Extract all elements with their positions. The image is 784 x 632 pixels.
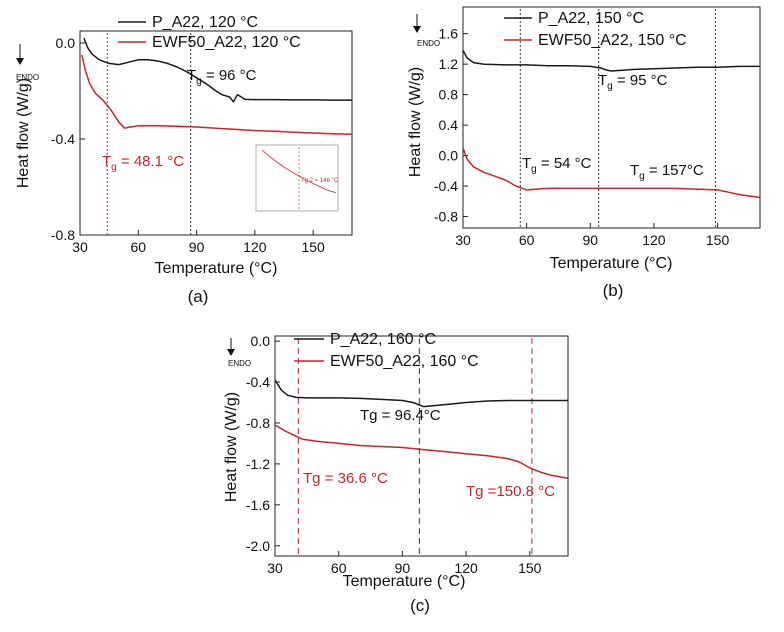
- legend-label-black: P_A22, 120 °C: [152, 14, 258, 31]
- annotation-tg-red: Tg = 48.1 °C: [102, 153, 184, 173]
- y-tick-label: 1.2: [439, 56, 459, 72]
- annotation-tg-36: Tg = 36.6 °C: [303, 470, 388, 487]
- y-tick-label: -0.4: [246, 374, 270, 390]
- y-tick-label: 0.0: [56, 35, 76, 51]
- y-tick-label: 0.8: [439, 87, 459, 103]
- annotation-tg-black: Tg = 96 °C: [187, 67, 257, 87]
- x-tick-labels: 30 60 90 120 150: [72, 239, 325, 255]
- annotation-tg-96: Tg = 96.4°C: [360, 407, 441, 424]
- x-tick-marks: [79, 230, 314, 235]
- series-lines: [274, 379, 569, 479]
- inset-curve: [261, 149, 337, 193]
- y-tick-label: -1.2: [246, 456, 270, 472]
- x-tick-label: 60: [519, 232, 535, 248]
- x-tick-label: 60: [331, 560, 347, 576]
- y-tick-label: -0.4: [51, 131, 75, 147]
- endo-arrow-head: [227, 349, 235, 356]
- y-tick-marks: [463, 33, 468, 218]
- panel-label: (b): [603, 281, 624, 300]
- y-tick-marks: [275, 340, 280, 547]
- panel-a: 30 60 90 120 150 0.0 -0.4 -0.8 Temperature (°C…: [15, 14, 353, 306]
- series-line-red: [462, 147, 761, 199]
- panel-label: (c): [410, 596, 430, 615]
- x-tick-label: 30: [455, 232, 471, 248]
- x-tick-label: 150: [706, 232, 730, 248]
- y-tick-label: 0.4: [439, 117, 459, 133]
- x-tick-label: 120: [243, 239, 267, 255]
- endo-arrow-head: [16, 58, 24, 65]
- inset-plot: Tg 2 = 146 °C: [255, 144, 339, 212]
- x-axis-title: Temperature (°C): [155, 260, 278, 277]
- x-tick-marks: [274, 551, 531, 556]
- inset-label: Tg 2 = 146 °C: [301, 178, 339, 184]
- x-tick-labels: 30 60 90 120 150: [267, 560, 541, 576]
- annotation-tg-95: Tg = 95 °C: [598, 72, 668, 92]
- panel-b: 30 60 90 120 150 1.6 1.2 0.8 0.4 0.0 -0.4 -0.8 Tem…: [407, 6, 761, 300]
- legend-label-red: EWF50_A22, 120 °C: [152, 34, 301, 51]
- y-tick-marks: [80, 42, 85, 236]
- x-tick-label: 60: [130, 239, 146, 255]
- annotation-tg-157: Tg = 157°C: [630, 162, 704, 182]
- series-lines: [462, 50, 761, 199]
- y-tick-label: -0.8: [434, 209, 458, 225]
- endo-label: ENDO: [228, 359, 251, 368]
- endo-arrow-head: [413, 26, 421, 33]
- plot-frame: [274, 335, 569, 557]
- x-tick-labels: 30 60 90 120 150: [455, 232, 729, 248]
- legend-label-black: P_A22, 160 °C: [330, 331, 436, 348]
- x-tick-label: 90: [395, 560, 411, 576]
- y-tick-label: -1.6: [246, 497, 270, 513]
- series-line-red: [274, 424, 569, 479]
- y-tick-label: -0.4: [434, 178, 458, 194]
- y-tick-label: -2.0: [246, 538, 270, 554]
- ref-lines: [106, 33, 192, 235]
- y-axis-title: Heat flow (W/g): [223, 392, 240, 502]
- ref-lines: [519, 9, 716, 228]
- panel-label: (a): [188, 287, 209, 306]
- x-tick-label: 30: [72, 239, 88, 255]
- x-tick-label: 30: [267, 560, 283, 576]
- y-axis-title: Heat flow (W/g): [407, 67, 424, 177]
- annotation-tg-54: Tg = 54 °C: [522, 155, 592, 175]
- y-tick-label: 1.6: [439, 26, 459, 42]
- y-tick-label: -0.8: [246, 415, 270, 431]
- series-lines: [81, 37, 353, 135]
- endo-label: ENDO: [16, 73, 39, 82]
- legend-label-black: P_A22, 150 °C: [538, 10, 644, 27]
- annotation-tg-150: Tg =150.8 °C: [466, 483, 555, 500]
- series-line-black: [462, 50, 760, 72]
- legend-label-red: EWF50_A22, 160 °C: [330, 353, 479, 370]
- x-axis-title: Temperature (°C): [343, 573, 466, 590]
- legend-label-red: EWF50_A22, 150 °C: [538, 32, 687, 49]
- series-line-red: [81, 54, 353, 135]
- x-tick-label: 120: [454, 560, 478, 576]
- y-tick-label: 0.0: [251, 333, 271, 349]
- panel-c: 30 60 90 120 150 0.0 -0.4 -0.8 -1.2 -1.6 -2.0 Tem…: [223, 331, 569, 615]
- y-tick-label: -0.8: [51, 227, 75, 243]
- x-tick-label: 150: [301, 239, 325, 255]
- series-line-black: [274, 379, 568, 408]
- x-tick-label: 90: [582, 232, 598, 248]
- x-tick-label: 90: [189, 239, 205, 255]
- endo-label: ENDO: [417, 39, 440, 48]
- ref-lines: [297, 338, 533, 556]
- y-tick-label: 0.0: [439, 148, 459, 164]
- y-tick-labels: 1.6 1.2 0.8 0.4 0.0 -0.4 -0.8: [434, 26, 458, 225]
- x-tick-marks: [462, 223, 719, 228]
- x-axis-title: Temperature (°C): [550, 255, 673, 272]
- y-tick-labels: 0.0 -0.4 -0.8 -1.2 -1.6 -2.0: [246, 333, 270, 554]
- plot-frame: [462, 6, 761, 229]
- x-tick-label: 150: [518, 560, 542, 576]
- x-tick-label: 120: [642, 232, 666, 248]
- y-axis-title: Heat flow (W/g): [15, 78, 32, 188]
- plot-frame: [79, 30, 353, 236]
- y-tick-labels: 0.0 -0.4 -0.8: [51, 35, 75, 243]
- series-line-black: [83, 37, 352, 103]
